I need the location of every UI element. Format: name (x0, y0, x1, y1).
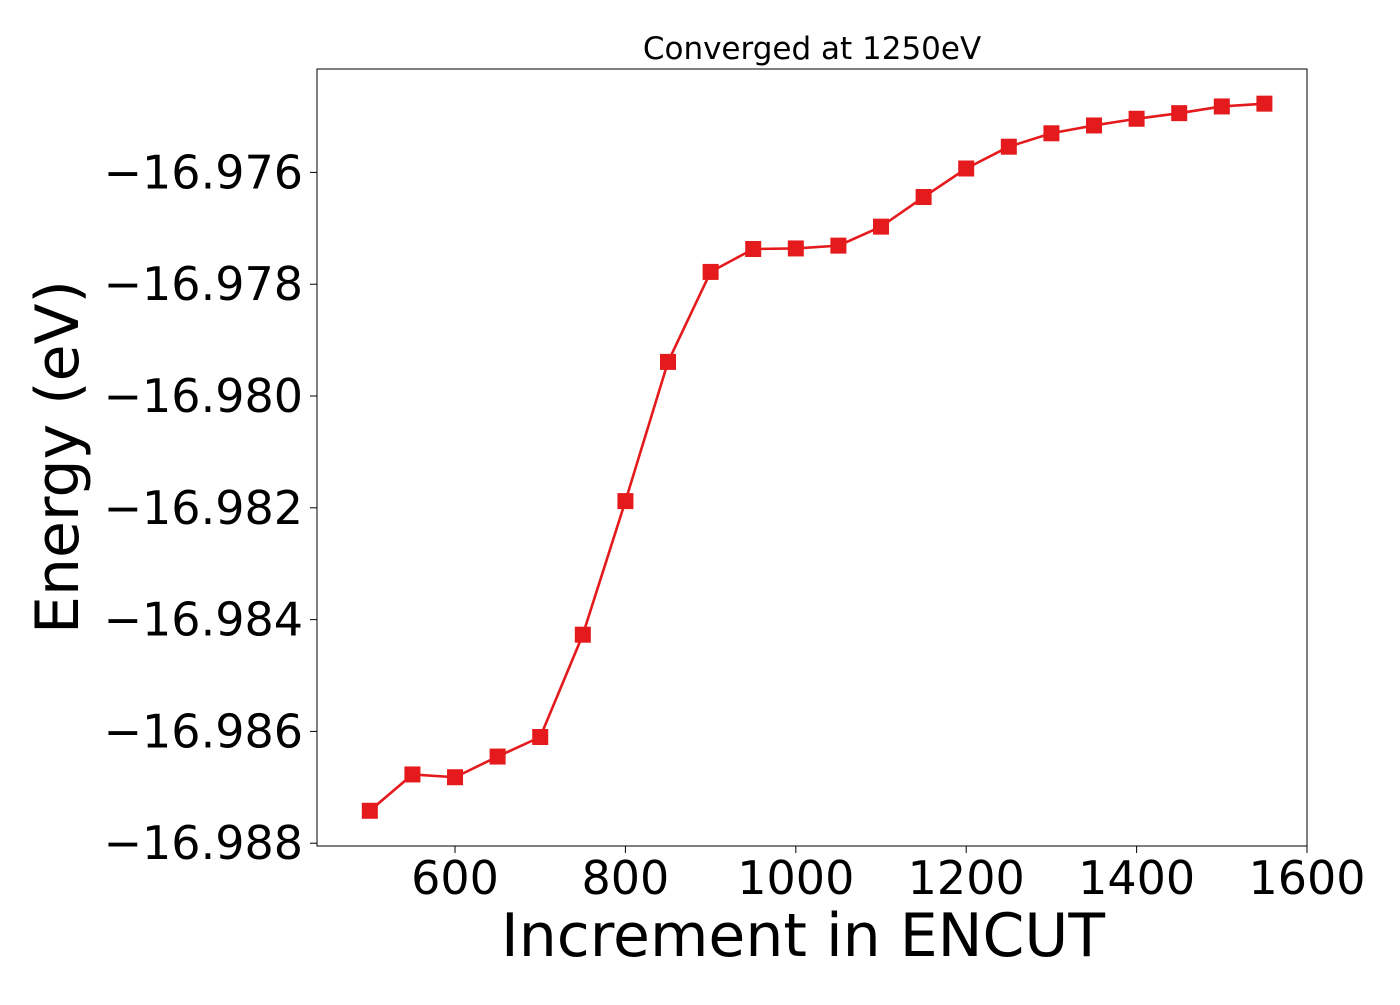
data-point (915, 189, 932, 206)
data-point (1043, 125, 1060, 142)
x-axis-label: Increment in ENCUT (501, 901, 1105, 971)
y-tick-label: −16.982 (104, 481, 304, 535)
data-point (787, 240, 804, 257)
y-tick-label: −16.988 (104, 816, 304, 870)
data-point (830, 237, 847, 254)
data-point (745, 241, 762, 257)
data-point (1000, 138, 1017, 155)
ticks-layer: 600 800 1000 1200 1400 1600 −16.976 −16.978 −16.… (104, 145, 1366, 905)
series-line (368, 102, 1265, 812)
data-point (1256, 95, 1273, 112)
x-tick-label: 1000 (737, 851, 854, 905)
data-point (1086, 117, 1103, 134)
data-point (873, 218, 890, 235)
x-tick-label: 1400 (1078, 851, 1195, 905)
y-axis-label: Energy (eV) (23, 280, 93, 634)
data-point (958, 160, 975, 177)
data-point (489, 748, 506, 765)
data-point (532, 729, 549, 745)
x-tick-label: 1200 (908, 851, 1025, 905)
data-point (361, 802, 378, 819)
data-point (447, 769, 464, 786)
data-point (1171, 105, 1188, 122)
data-point (660, 353, 677, 370)
data-point (617, 493, 634, 510)
series-layer (361, 95, 1273, 819)
x-tick-label: 800 (582, 851, 670, 905)
chart-title: Converged at 1250eV (643, 31, 981, 67)
y-tick-label: −16.980 (104, 369, 304, 423)
y-tick-label: −16.978 (104, 257, 304, 311)
x-tick-label: 600 (411, 851, 499, 905)
y-tick-label: −16.986 (104, 704, 304, 758)
data-point (574, 626, 591, 643)
y-tick-label: −16.984 (104, 593, 304, 647)
data-point (1128, 110, 1145, 127)
data-point (1213, 98, 1230, 115)
plot-frame (316, 68, 1308, 847)
x-tick-label: 1600 (1248, 851, 1365, 905)
y-tick-label: −16.976 (104, 145, 304, 199)
data-point (404, 766, 421, 783)
data-point (702, 263, 719, 280)
